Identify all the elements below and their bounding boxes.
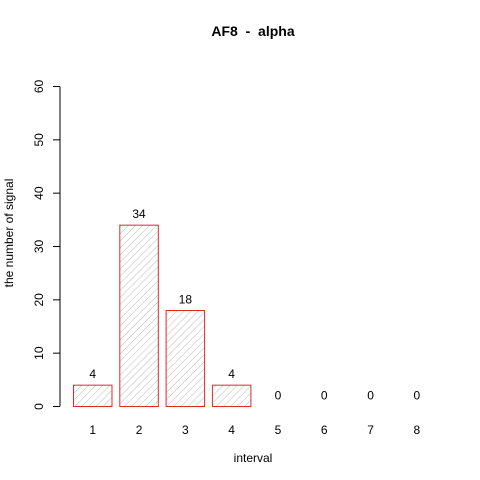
y-tick-label: 20 [32, 293, 46, 307]
bar-3 [165, 310, 206, 407]
y-tick-label: 40 [32, 186, 46, 200]
bar-4 [211, 384, 252, 407]
x-tick-label: 6 [321, 423, 328, 437]
x-tick-label: 4 [228, 423, 235, 437]
bar-value-label: 0 [275, 389, 282, 403]
x-tick-label: 5 [275, 423, 282, 437]
bar-value-label: 4 [89, 367, 96, 381]
bar-1 [73, 384, 113, 407]
y-tick-label: 30 [32, 240, 46, 254]
bar-value-label: 0 [367, 389, 374, 403]
chart-title: AF8 - alpha [211, 23, 294, 39]
y-tick-label: 50 [32, 133, 46, 147]
y-axis-label: the number of signal [2, 179, 16, 288]
bar-value-label: 4 [228, 367, 235, 381]
bar-value-label: 34 [132, 207, 146, 221]
bar-value-label: 0 [321, 389, 328, 403]
x-axis-label: interval [234, 451, 273, 465]
x-tick-label: 1 [89, 423, 96, 437]
bar-value-label: 18 [179, 293, 193, 307]
bar-labels: 4 34 18 4 0 0 0 0 [89, 207, 420, 402]
y-tick-label: 10 [32, 346, 46, 360]
x-tick-labels: 1 2 3 4 5 6 7 8 [89, 423, 420, 437]
x-tick-label: 7 [367, 423, 374, 437]
bar-2 [119, 224, 159, 407]
x-tick-label: 8 [414, 423, 421, 437]
y-tick-label: 0 [32, 403, 46, 410]
y-tick-label: 60 [32, 80, 46, 94]
bars [73, 224, 252, 407]
bar-value-label: 0 [414, 389, 421, 403]
y-axis: 0 10 20 30 40 50 60 [32, 80, 61, 410]
x-tick-label: 3 [182, 423, 189, 437]
x-tick-label: 2 [136, 423, 143, 437]
